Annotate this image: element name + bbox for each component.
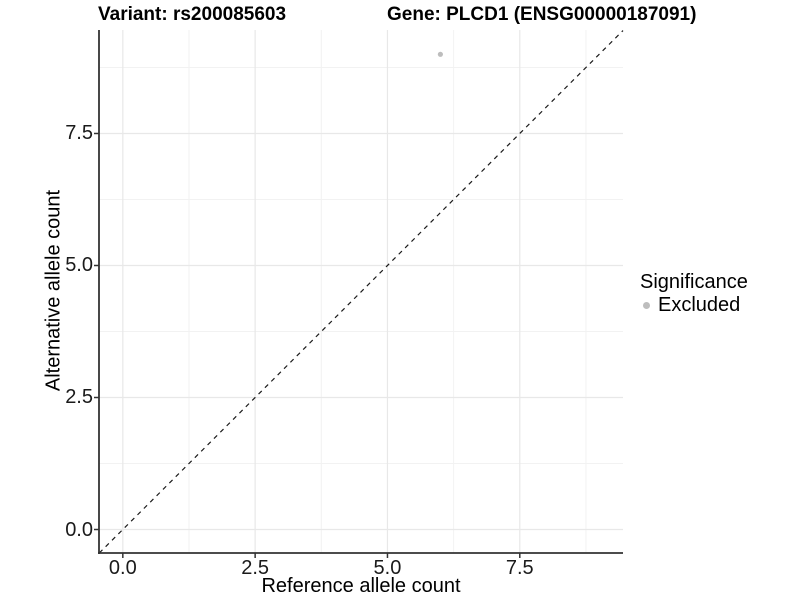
identity-reference-line <box>98 30 624 554</box>
variant-title: Variant: rs200085603 <box>98 4 287 25</box>
data-point <box>437 51 443 57</box>
x-tick-label: 5.0 <box>373 557 402 579</box>
y-tick-label: 0.0 <box>65 518 93 541</box>
x-tick-label: 7.5 <box>505 557 534 579</box>
y-axis-title: Alternative allele count <box>42 189 65 392</box>
legend-item-label: Excluded <box>658 294 741 316</box>
x-tick-label: 0.0 <box>108 557 137 579</box>
legend-title: Significance <box>640 271 748 293</box>
x-tick-label: 2.5 <box>241 557 270 579</box>
x-axis-title: Reference allele count <box>261 575 461 597</box>
y-tick-label: 7.5 <box>65 122 93 145</box>
legend-item-excluded: Excluded <box>640 294 748 316</box>
gene-title: Gene: PLCD1 (ENSG00000187091) <box>387 4 697 25</box>
y-tick-label: 5.0 <box>65 254 93 277</box>
legend-key-dot-icon <box>643 301 650 309</box>
y-tick-label: 2.5 <box>65 386 93 409</box>
legend: Significance Excluded <box>640 271 748 316</box>
